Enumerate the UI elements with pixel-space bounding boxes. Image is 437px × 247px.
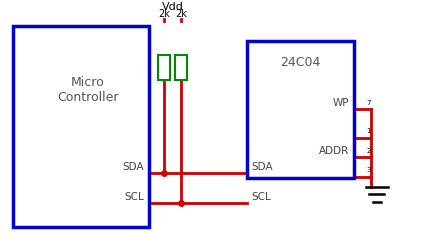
Text: 7: 7	[366, 100, 371, 106]
Text: Vdd: Vdd	[162, 2, 184, 13]
Bar	[158, 56, 170, 80]
Text: SCL: SCL	[251, 192, 271, 202]
Text: 2k: 2k	[175, 9, 187, 19]
Bar	[247, 41, 354, 178]
Text: SCL: SCL	[125, 192, 144, 202]
Text: Micro
Controller: Micro Controller	[57, 76, 118, 104]
Bar	[13, 26, 149, 227]
Text: 1: 1	[366, 128, 371, 134]
Text: WP: WP	[333, 98, 350, 108]
Text: SDA: SDA	[123, 162, 144, 172]
Text: 2k: 2k	[158, 9, 170, 19]
Text: 2: 2	[366, 148, 371, 154]
Text: 3: 3	[366, 167, 371, 173]
Text: SDA: SDA	[251, 162, 273, 172]
Text: ADDR: ADDR	[319, 146, 350, 156]
Bar	[175, 56, 187, 80]
Text: 24C04: 24C04	[280, 56, 321, 69]
